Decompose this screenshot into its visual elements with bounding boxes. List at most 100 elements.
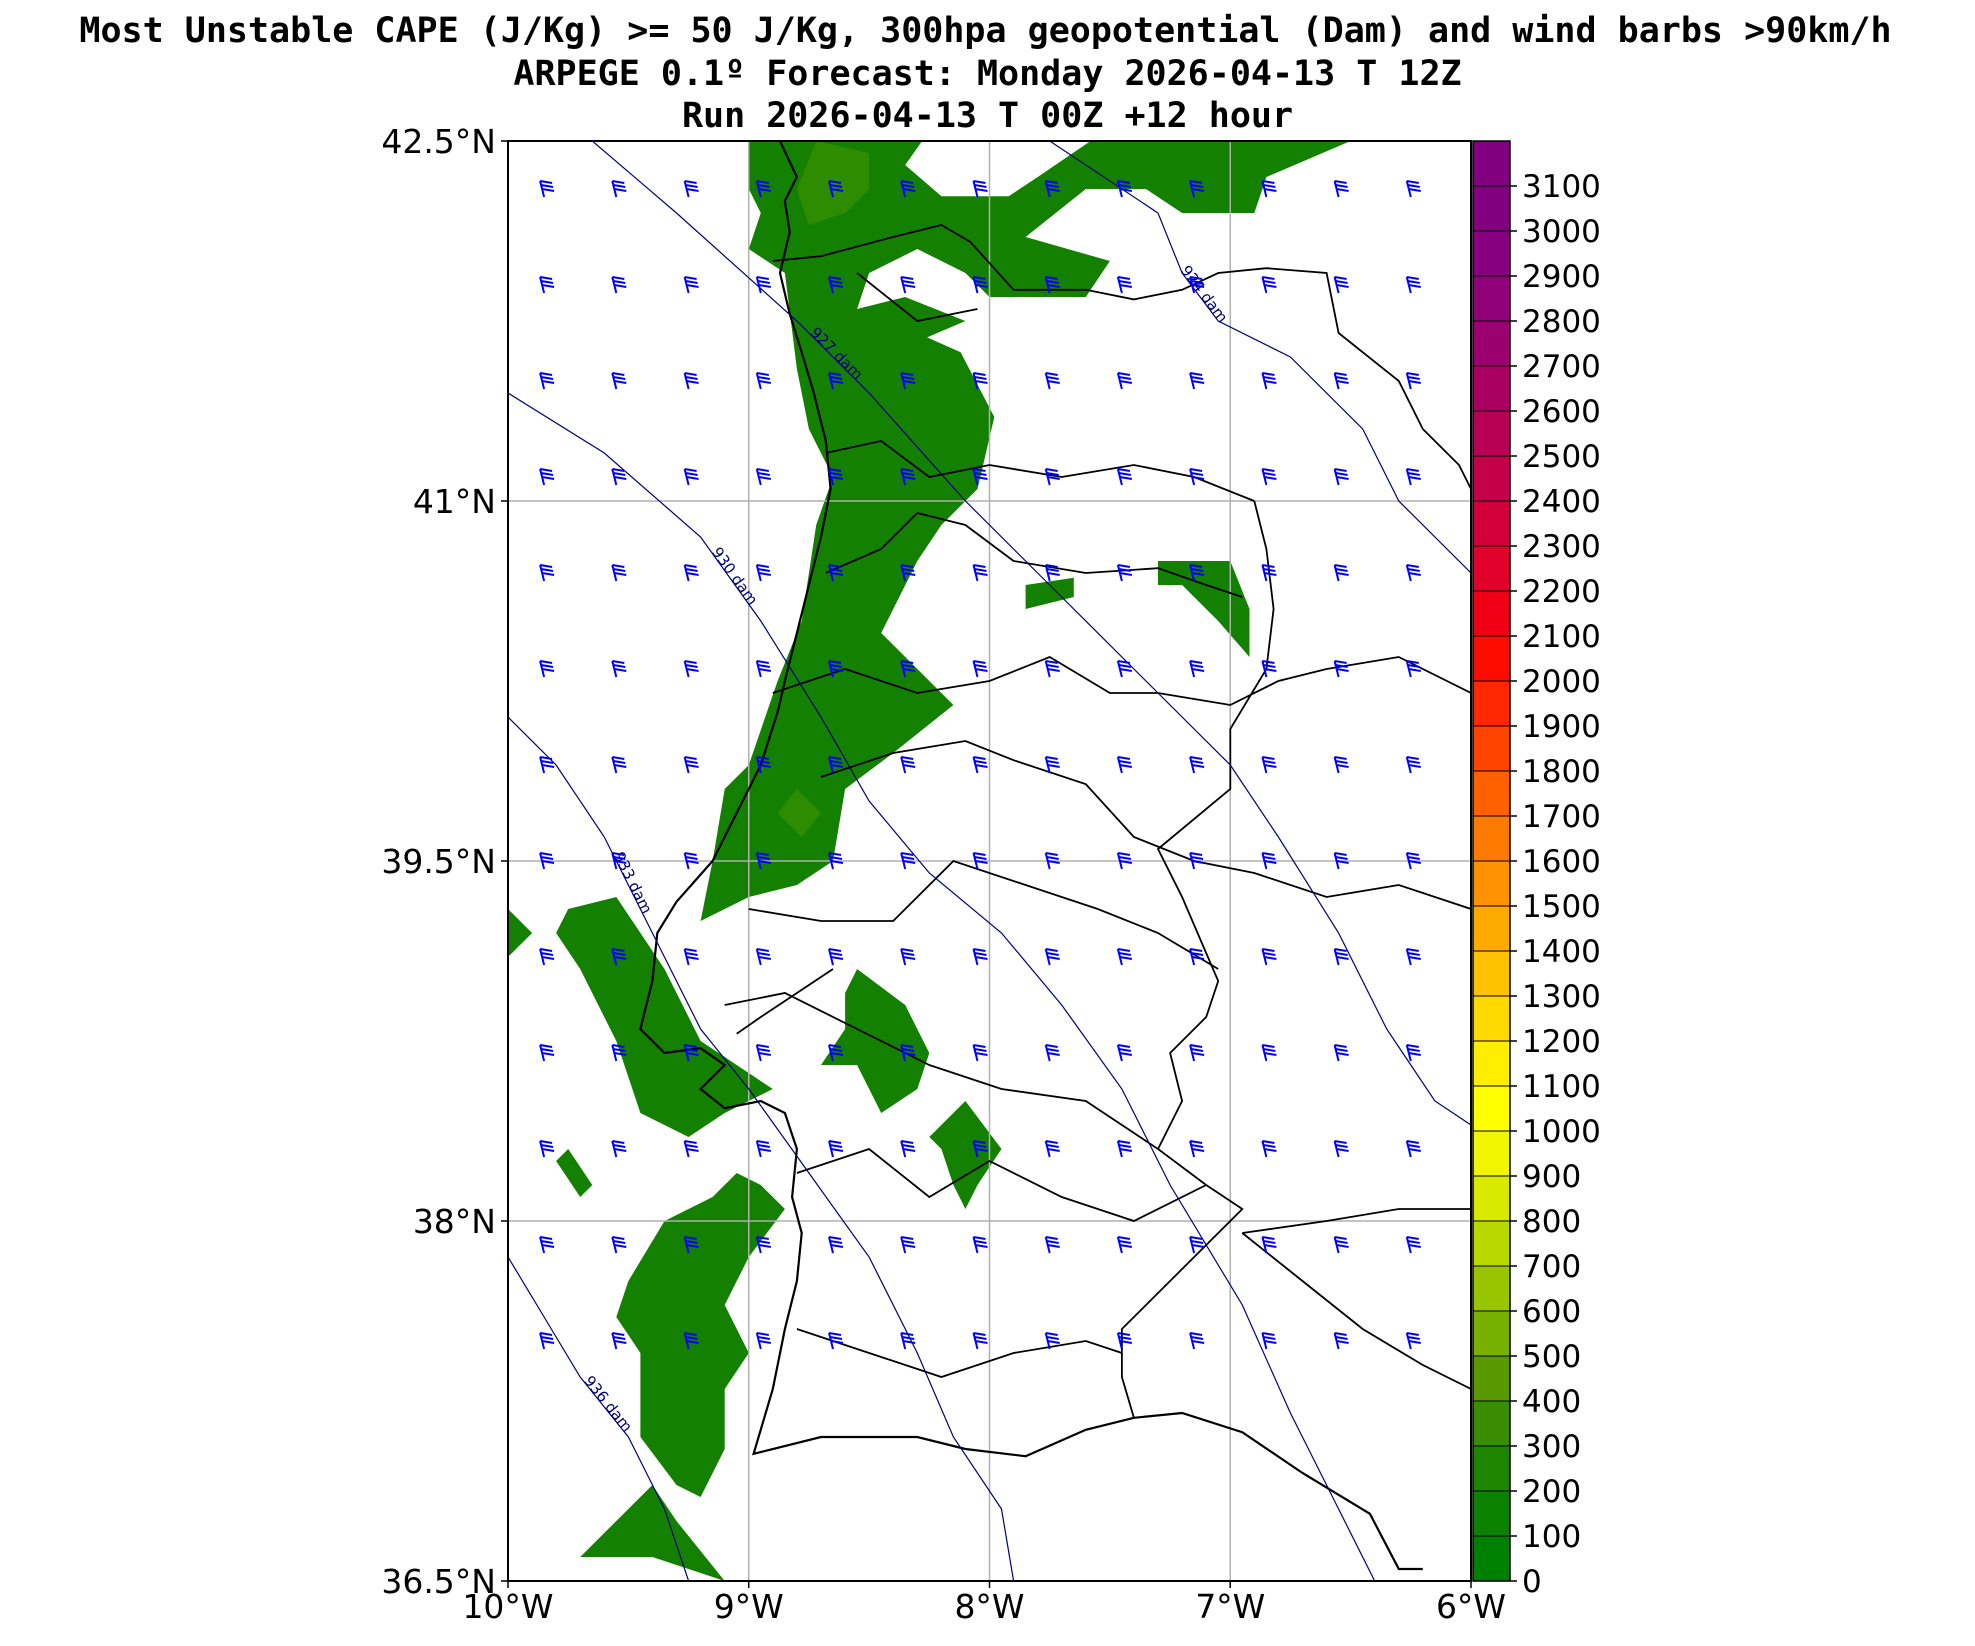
wind-barb <box>1189 180 1205 198</box>
wind-barb <box>1405 468 1421 486</box>
colorbar-ticks: 0 100 200 300 400 500 600 700 800 900 1000 1100 1200… <box>1473 169 1601 1600</box>
wind-barb <box>1116 660 1133 678</box>
x-tick-label: 8°W <box>954 1587 1024 1626</box>
colorbar-tick-label: 900 <box>1522 1159 1581 1195</box>
colorbar-tick-label: 1600 <box>1522 844 1601 880</box>
colorbar-cell <box>1473 141 1510 187</box>
colorbar-tick-label: 1400 <box>1522 934 1601 970</box>
admin-border-11 <box>796 1328 1123 1378</box>
graticule <box>508 141 1471 1581</box>
cape-region-higher-2 <box>777 789 821 837</box>
admin-border-8 <box>748 859 1219 970</box>
wind-barb <box>828 852 844 870</box>
wind-barb <box>972 1236 988 1254</box>
colorbar: 0 100 200 300 400 500 600 700 800 900 1000 1100 1200… <box>1472 140 1601 1600</box>
wind-barb <box>1333 276 1349 294</box>
x-tick-label: 10°W <box>462 1587 553 1626</box>
x-tick-label: 9°W <box>714 1587 784 1626</box>
wind-barbs <box>539 180 1421 1350</box>
colorbar-cell <box>1473 231 1510 277</box>
wind-barb <box>1333 1140 1349 1158</box>
wind-barb <box>683 180 699 198</box>
wind-barb <box>900 1044 916 1062</box>
cape-region-2 <box>821 297 966 393</box>
colorbar-tick-label: 3000 <box>1522 214 1601 250</box>
wind-barb <box>828 276 844 294</box>
wind-barb <box>611 180 627 198</box>
wind-barb <box>1044 564 1060 582</box>
colorbar-cell <box>1473 1401 1510 1447</box>
wind-barb <box>900 1236 916 1254</box>
longitude-ticks: 10°W 9°W 8°W 7°W 6°W <box>462 1581 1506 1626</box>
colorbar-cell <box>1473 1086 1510 1132</box>
wind-barb <box>1261 852 1277 870</box>
wind-barb <box>539 180 555 198</box>
admin-border-14 <box>736 968 834 1035</box>
wind-barb <box>1405 852 1421 870</box>
wind-barb <box>1333 1236 1349 1254</box>
wind-barb <box>900 852 916 870</box>
colorbar-cell <box>1473 186 1510 232</box>
wind-barb <box>539 1332 555 1350</box>
wind-barb <box>972 276 988 294</box>
wind-barb <box>1261 1140 1277 1158</box>
y-tick-label: 38°N <box>413 1202 496 1241</box>
wind-barb <box>1405 948 1421 966</box>
wind-barb <box>755 1044 771 1062</box>
wind-barb <box>1189 468 1205 486</box>
colorbar-cell <box>1473 1131 1510 1177</box>
coastline-and-borders <box>639 141 1471 1571</box>
y-tick-label: 36.5°N <box>381 1562 496 1601</box>
wind-barb <box>611 468 627 486</box>
admin-border-4 <box>825 440 1255 502</box>
cape-region-4 <box>556 897 773 1137</box>
wind-barb <box>1333 372 1349 390</box>
wind-barb <box>1261 1044 1277 1062</box>
colorbar-cell <box>1473 1491 1510 1537</box>
wind-barb <box>1189 852 1205 870</box>
wind-barb <box>900 756 916 774</box>
wind-barb <box>1333 180 1349 198</box>
cape-region-10 <box>580 1485 725 1581</box>
wind-barb <box>1189 660 1205 678</box>
wind-barb <box>611 948 627 966</box>
wind-barb <box>683 468 699 486</box>
wind-barb <box>611 756 627 774</box>
wind-barb <box>1261 948 1277 966</box>
colorbar-tick-label: 1100 <box>1522 1069 1601 1105</box>
colorbar-tick-label: 2200 <box>1522 574 1601 610</box>
y-tick-label: 39.5°N <box>381 842 496 881</box>
cape-region-6 <box>821 969 930 1113</box>
wind-barb <box>683 372 699 390</box>
wind-barb <box>1044 852 1060 870</box>
colorbar-cell <box>1473 906 1510 952</box>
wind-barb <box>1405 1044 1421 1062</box>
wind-barb <box>611 852 627 870</box>
colorbar-tick-label: 2000 <box>1522 664 1601 700</box>
wind-barb <box>611 372 627 390</box>
admin-border-6 <box>772 655 1471 706</box>
wind-barb <box>539 948 555 966</box>
wind-barb <box>683 756 699 774</box>
colorbar-cell <box>1473 501 1510 547</box>
cape-region-5 <box>508 909 533 957</box>
wind-barb <box>1405 276 1421 294</box>
wind-barb <box>1189 756 1205 774</box>
colorbar-tick-label: 2900 <box>1522 259 1601 295</box>
colorbar-cell <box>1473 1356 1510 1402</box>
wind-barb <box>972 948 988 966</box>
colorbar-tick-label: 1200 <box>1522 1024 1601 1060</box>
wind-barb <box>1261 564 1277 582</box>
colorbar-tick-label: 1800 <box>1522 754 1601 790</box>
wind-barb <box>1189 276 1205 294</box>
coastline <box>639 141 1423 1571</box>
wind-barb <box>539 1140 555 1158</box>
colorbar-cell <box>1473 726 1510 772</box>
colorbar-tick-label: 600 <box>1522 1294 1581 1330</box>
wind-barb <box>1044 1236 1060 1254</box>
x-tick-label: 7°W <box>1195 1587 1265 1626</box>
colorbar-tick-label: 500 <box>1522 1339 1581 1375</box>
admin-border-12 <box>1241 1232 1471 1390</box>
